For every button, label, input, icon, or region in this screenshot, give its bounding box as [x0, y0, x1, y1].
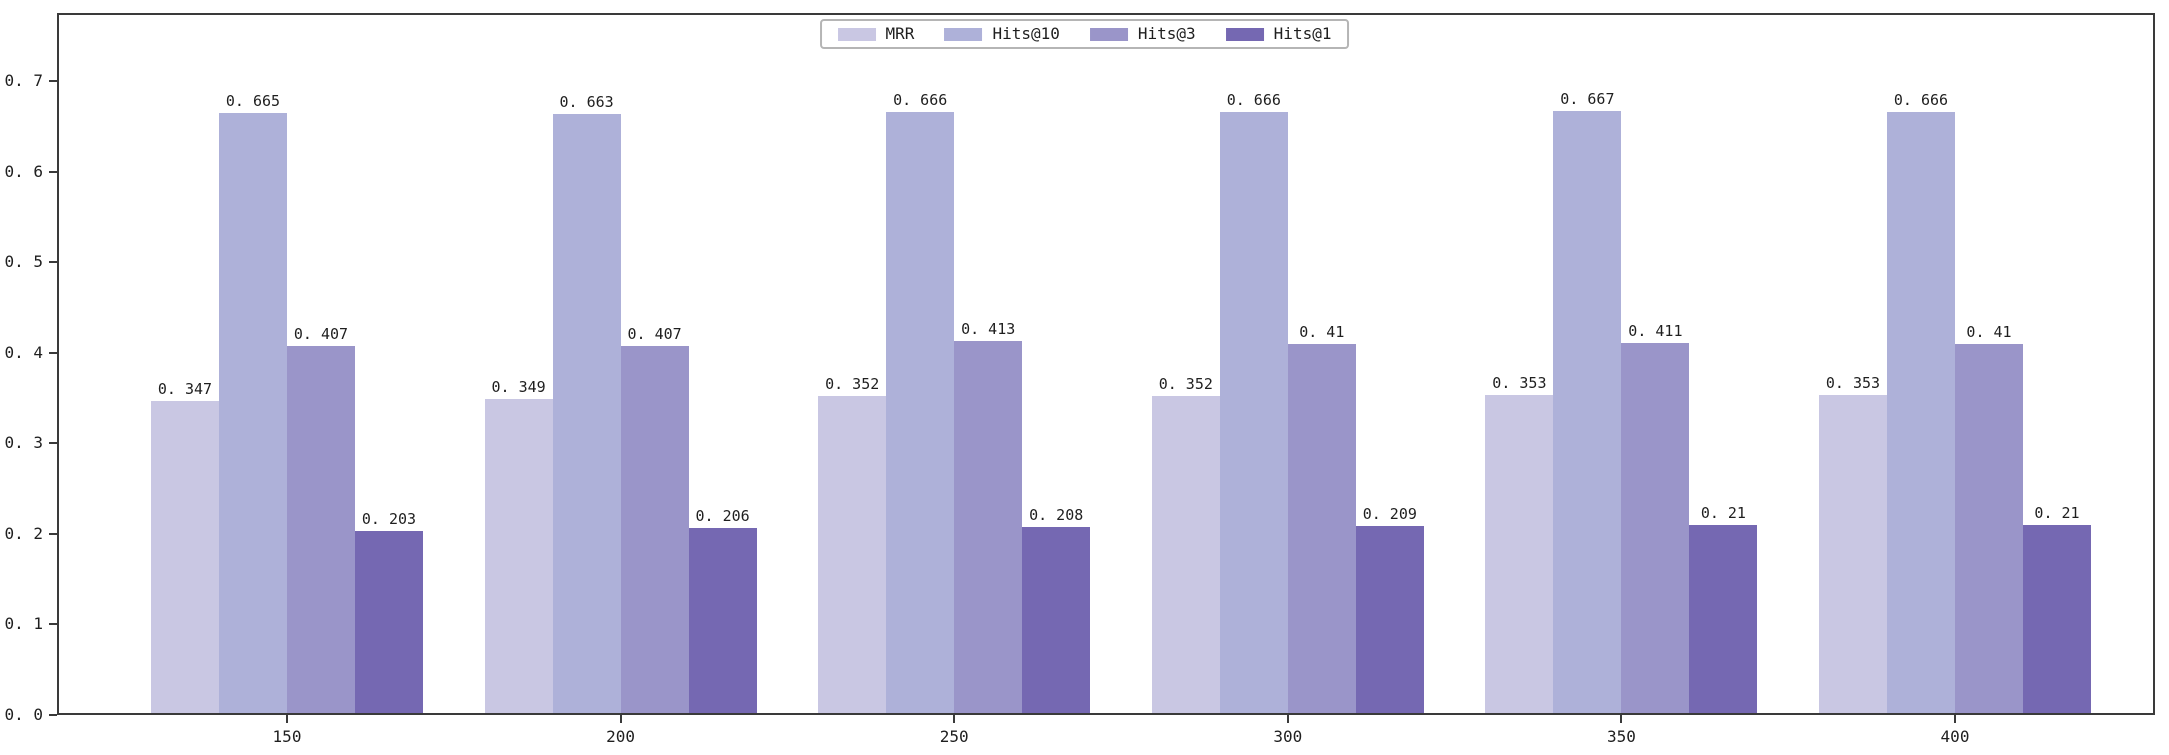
x-axis-tick-mark	[1620, 715, 1623, 723]
bar-hits-1-350	[1689, 524, 1758, 713]
bar-hits-1-200	[688, 528, 757, 713]
bar-value-label: 0. 411	[1628, 321, 1683, 340]
legend-color-swatch	[1225, 27, 1264, 41]
legend-label: Hits@3	[1137, 24, 1196, 43]
bar-mrr-250	[818, 396, 887, 713]
x-axis-tick-mark	[1286, 715, 1289, 723]
legend-item-hits-10: Hits@10	[944, 24, 1060, 43]
bar-hits-10-250	[886, 111, 955, 713]
bar-value-label: 0. 41	[1299, 322, 1345, 341]
bar-value-label: 0. 353	[1825, 374, 1881, 393]
bar-mrr-200	[484, 398, 553, 713]
bar-value-label: 0. 666	[1893, 90, 1949, 109]
y-tick-label: 0. 2	[4, 523, 43, 543]
legend-color-swatch	[1089, 27, 1128, 41]
y-tick-label: 0. 4	[4, 342, 43, 362]
x-tick-label: 200	[606, 727, 636, 746]
y-axis-tick-mark	[49, 351, 57, 354]
y-axis-tick-mark	[49, 261, 57, 264]
bar-mrr-350	[1485, 395, 1554, 713]
bar-hits-10-350	[1553, 110, 1622, 713]
bar-value-label: 0. 666	[893, 90, 948, 109]
legend-color-swatch	[837, 27, 876, 41]
bar-value-label: 0. 407	[627, 325, 682, 344]
legend-item-hits-1: Hits@1	[1225, 24, 1332, 43]
legend-item-hits-3: Hits@3	[1089, 24, 1196, 43]
y-tick-label: 0. 1	[4, 614, 43, 634]
bar-mrr-300	[1151, 396, 1220, 713]
bar-hits-3-350	[1621, 342, 1690, 713]
legend-label: Hits@10	[992, 24, 1060, 43]
bar-value-label: 0. 665	[225, 91, 281, 110]
bar-value-label: 0. 666	[1226, 90, 1281, 109]
bar-mrr-150	[151, 400, 219, 713]
bar-value-label: 0. 349	[491, 377, 546, 396]
bar-value-label: 0. 413	[961, 319, 1016, 338]
y-tick-label: 0. 3	[4, 433, 43, 453]
y-axis-tick-mark	[49, 532, 57, 535]
bar-hits-3-250	[954, 340, 1023, 713]
x-axis-tick-mark	[619, 715, 622, 723]
bar-value-label: 0. 352	[825, 375, 880, 394]
y-axis-tick-mark	[49, 714, 57, 716]
legend: MRR Hits@10 Hits@3 Hits@1	[819, 19, 1350, 49]
legend-color-swatch	[944, 27, 983, 41]
y-tick-label: 0. 7	[4, 70, 43, 90]
y-tick-label: 0. 6	[4, 161, 43, 181]
bar-value-label: 0. 347	[157, 379, 213, 398]
bar-hits-3-400	[1955, 343, 2023, 713]
x-tick-label: 350	[1606, 727, 1636, 746]
y-axis-tick-mark	[49, 170, 57, 173]
bar-value-label: 0. 21	[2034, 503, 2080, 522]
bar-hits-1-250	[1022, 526, 1091, 713]
bar-value-label: 0. 203	[361, 510, 417, 529]
bar-hits-10-200	[552, 114, 621, 713]
y-tick-label: 0. 0	[4, 705, 43, 724]
bar-hits-1-300	[1355, 525, 1424, 713]
bar-value-label: 0. 21	[1700, 503, 1746, 522]
x-axis-tick-mark	[1954, 715, 1956, 723]
x-axis-tick-mark	[286, 715, 288, 723]
bar-hits-10-400	[1887, 111, 1955, 713]
bar-value-label: 0. 667	[1560, 89, 1615, 108]
bar-value-label: 0. 209	[1362, 504, 1417, 523]
bar-value-label: 0. 352	[1158, 375, 1213, 394]
bar-hits-1-150	[355, 531, 423, 713]
bar-value-label: 0. 663	[559, 93, 614, 112]
legend-label: MRR	[885, 24, 915, 43]
legend-label: Hits@1	[1273, 24, 1332, 43]
bar-hits-1-400	[2023, 524, 2091, 713]
bar-hits-3-200	[620, 346, 689, 713]
bar-value-label: 0. 41	[1966, 322, 2012, 341]
bar-mrr-400	[1819, 395, 1887, 713]
legend-item-mrr: MRR	[837, 24, 915, 43]
y-tick-label: 0. 5	[4, 252, 43, 272]
bar-value-label: 0. 208	[1029, 505, 1084, 524]
bar-hits-3-300	[1287, 343, 1356, 713]
y-axis-tick-mark	[49, 442, 57, 445]
bar-hits-10-150	[219, 112, 287, 713]
bar-value-label: 0. 407	[293, 325, 349, 344]
x-axis-tick-mark	[953, 715, 956, 723]
x-tick-label: 400	[1940, 727, 1970, 746]
x-tick-label: 300	[1273, 727, 1303, 746]
x-tick-label: 150	[272, 727, 302, 746]
y-axis-tick-mark	[49, 623, 57, 626]
bar-value-label: 0. 353	[1492, 374, 1547, 393]
bar-hits-10-300	[1219, 111, 1288, 713]
x-tick-label: 250	[939, 727, 969, 746]
y-axis-tick-mark	[49, 79, 57, 82]
bar-hits-3-150	[287, 346, 355, 713]
bar-value-label: 0. 206	[695, 507, 750, 526]
